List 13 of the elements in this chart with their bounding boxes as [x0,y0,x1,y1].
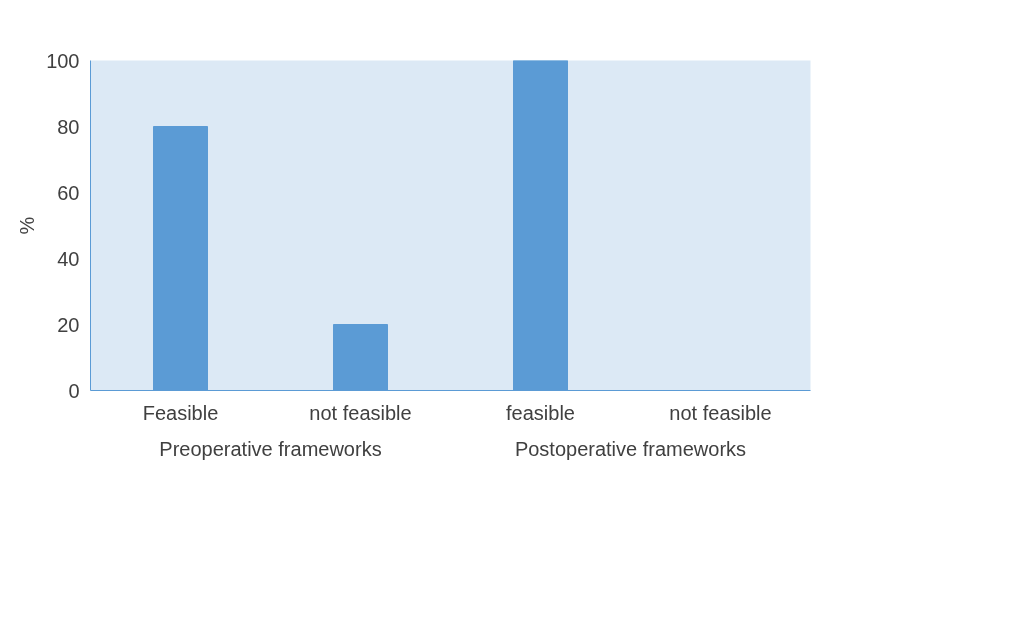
text: Postoperative frameworks [514,437,747,460]
x-tick-label: feasible [506,401,575,424]
y-tick-label: 100 [46,49,80,72]
x-tick-label: not feasible [309,401,412,424]
y-tick-label: 40 [57,247,80,270]
x-tick-label: not feasible [669,401,772,424]
y-axis-title: % [16,216,39,235]
text: Preoperative frameworks [159,437,382,460]
y-tick-label: 80 [57,115,80,138]
y-tick-label: 20 [57,313,80,336]
y-tick-label: 0 [68,379,80,402]
x-tick-label: Feasible [142,401,219,424]
y-tick-label: 60 [57,181,80,204]
